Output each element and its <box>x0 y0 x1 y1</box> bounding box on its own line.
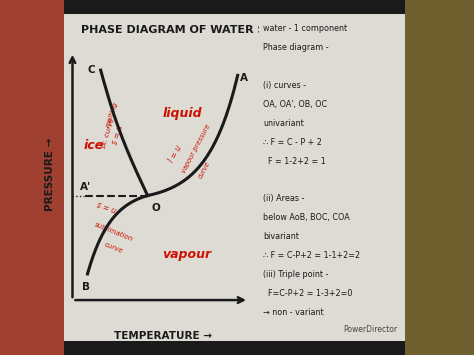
Text: vapour pressure: vapour pressure <box>181 123 212 174</box>
Text: melting: melting <box>105 101 119 128</box>
Text: (ii) Areas -: (ii) Areas - <box>263 195 304 203</box>
Text: univariant: univariant <box>263 119 304 128</box>
Text: below AoB, BOC, COA: below AoB, BOC, COA <box>263 213 350 223</box>
Text: vapour: vapour <box>163 248 212 261</box>
Text: OA, OA', OB, OC: OA, OA', OB, OC <box>263 100 327 109</box>
Text: F=C-P+2 = 1-3+2=0: F=C-P+2 = 1-3+2=0 <box>263 289 353 298</box>
Text: Phase diagram -: Phase diagram - <box>263 43 328 52</box>
Text: bivariant: bivariant <box>263 233 299 241</box>
Text: O: O <box>151 203 160 213</box>
Text: liquid: liquid <box>163 107 202 120</box>
Text: ice: ice <box>84 138 104 152</box>
Text: s = u: s = u <box>110 124 125 145</box>
Text: TEMPERATURE →: TEMPERATURE → <box>114 332 211 342</box>
Text: s = u: s = u <box>95 201 117 216</box>
Text: PHASE DIAGRAM OF WATER SYSTEM-: PHASE DIAGRAM OF WATER SYSTEM- <box>81 25 312 35</box>
Text: pt. curve: pt. curve <box>100 117 116 149</box>
Text: sublimation: sublimation <box>93 222 134 243</box>
Text: → non - variant: → non - variant <box>263 308 324 317</box>
Text: (iii) Triple point -: (iii) Triple point - <box>263 270 328 279</box>
Text: ∴ F = C-P+2 = 1-1+2=2: ∴ F = C-P+2 = 1-1+2=2 <box>263 251 360 260</box>
Text: B: B <box>82 282 90 291</box>
Text: (i) curves -: (i) curves - <box>263 81 306 90</box>
Text: l = u: l = u <box>167 143 184 164</box>
Text: curve: curve <box>103 241 124 254</box>
Text: F = 1-2+2 = 1: F = 1-2+2 = 1 <box>263 157 326 165</box>
Text: curve: curve <box>197 160 211 179</box>
Text: A: A <box>239 73 247 83</box>
Text: PowerDirector: PowerDirector <box>344 325 398 334</box>
Text: ∴ F = C - P + 2: ∴ F = C - P + 2 <box>263 138 322 147</box>
Text: PRESSURE →: PRESSURE → <box>45 138 55 211</box>
Text: water - 1 component: water - 1 component <box>263 24 347 33</box>
Text: A': A' <box>80 182 91 192</box>
Text: C: C <box>88 65 95 75</box>
